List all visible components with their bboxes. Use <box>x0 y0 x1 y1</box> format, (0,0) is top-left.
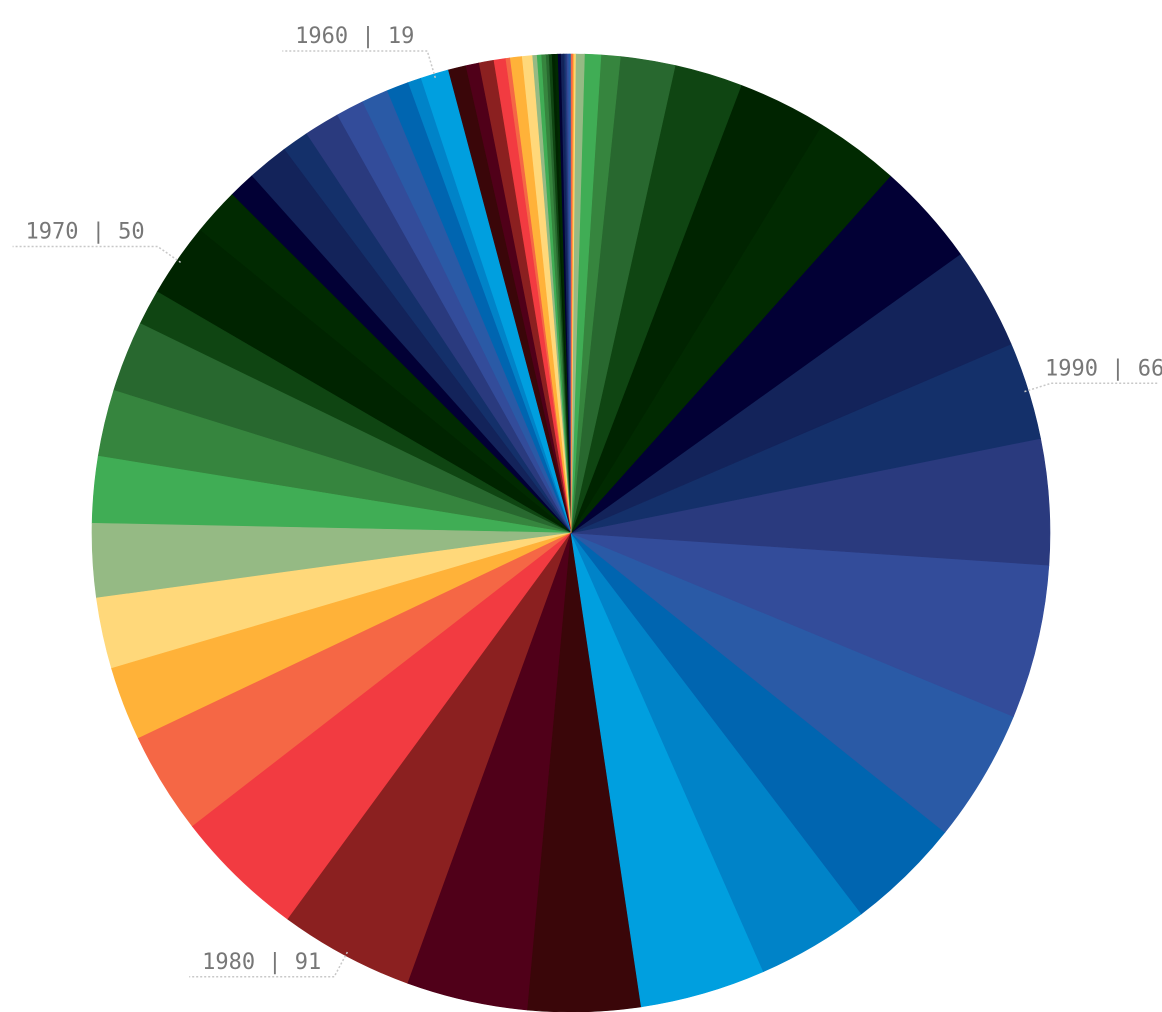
leader-line <box>1024 382 1158 393</box>
leader-line <box>12 245 182 264</box>
leader-line <box>189 951 349 978</box>
pie-slice <box>570 53 573 534</box>
slice-label: 1990 | 66 <box>1045 356 1162 381</box>
leader-line <box>282 50 437 79</box>
slice-label: 1970 | 50 <box>25 219 144 244</box>
pie-slice <box>570 532 1050 717</box>
slice-label: 1980 | 91 <box>202 950 321 975</box>
slice-label: 1960 | 19 <box>295 24 414 49</box>
